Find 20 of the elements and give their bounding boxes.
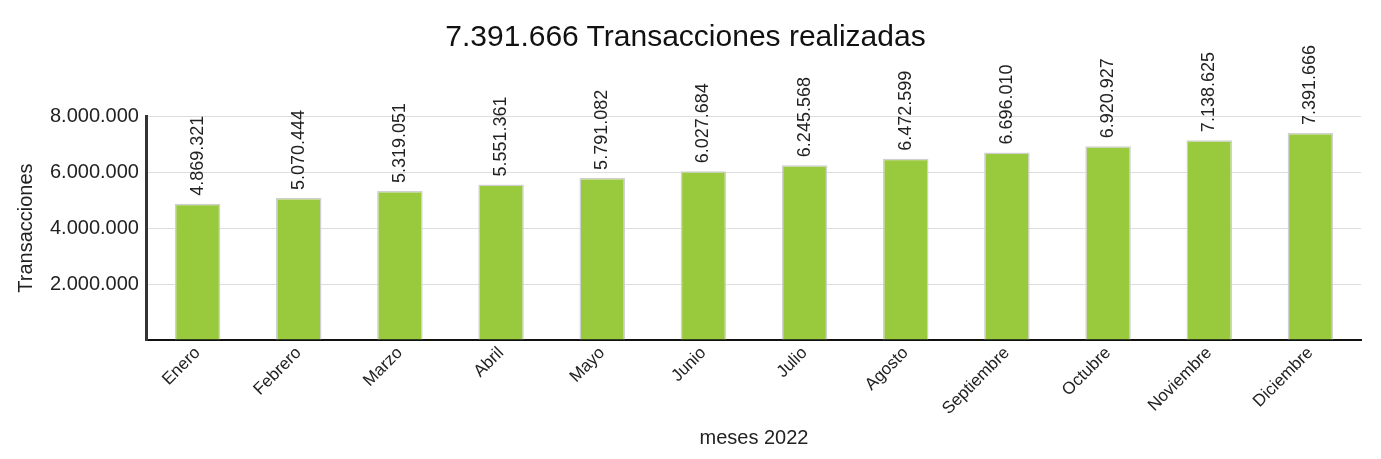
- data-label: 6.245.568: [793, 77, 814, 158]
- data-label: 7.138.625: [1198, 52, 1219, 133]
- data-label: 6.472.599: [894, 70, 915, 151]
- y-axis-title: Transacciones: [13, 163, 36, 293]
- data-label: 6.696.010: [995, 64, 1016, 145]
- data-label: 5.551.361: [490, 96, 511, 177]
- x-axis-title: meses 2022: [699, 425, 809, 448]
- y-tick-label: 8.000.000: [49, 103, 139, 126]
- chart-title: 7.391.666 Transacciones realizadas: [445, 19, 926, 53]
- y-tick-label: 6.000.000: [49, 159, 139, 182]
- data-label: 7.391.666: [1299, 44, 1320, 126]
- data-label: 5.319.051: [388, 103, 409, 184]
- data-label: 6.920.927: [1097, 58, 1118, 139]
- data-label: 5.791.082: [591, 89, 612, 170]
- data-label: 4.869.321: [186, 115, 207, 196]
- data-label: 5.070.444: [287, 109, 308, 191]
- x-tick-label: Julio: [772, 343, 811, 382]
- y-tick-label: 2.000.000: [49, 271, 139, 294]
- data-label: 6.027.684: [692, 83, 713, 164]
- y-tick-label: 4.000.000: [49, 215, 139, 238]
